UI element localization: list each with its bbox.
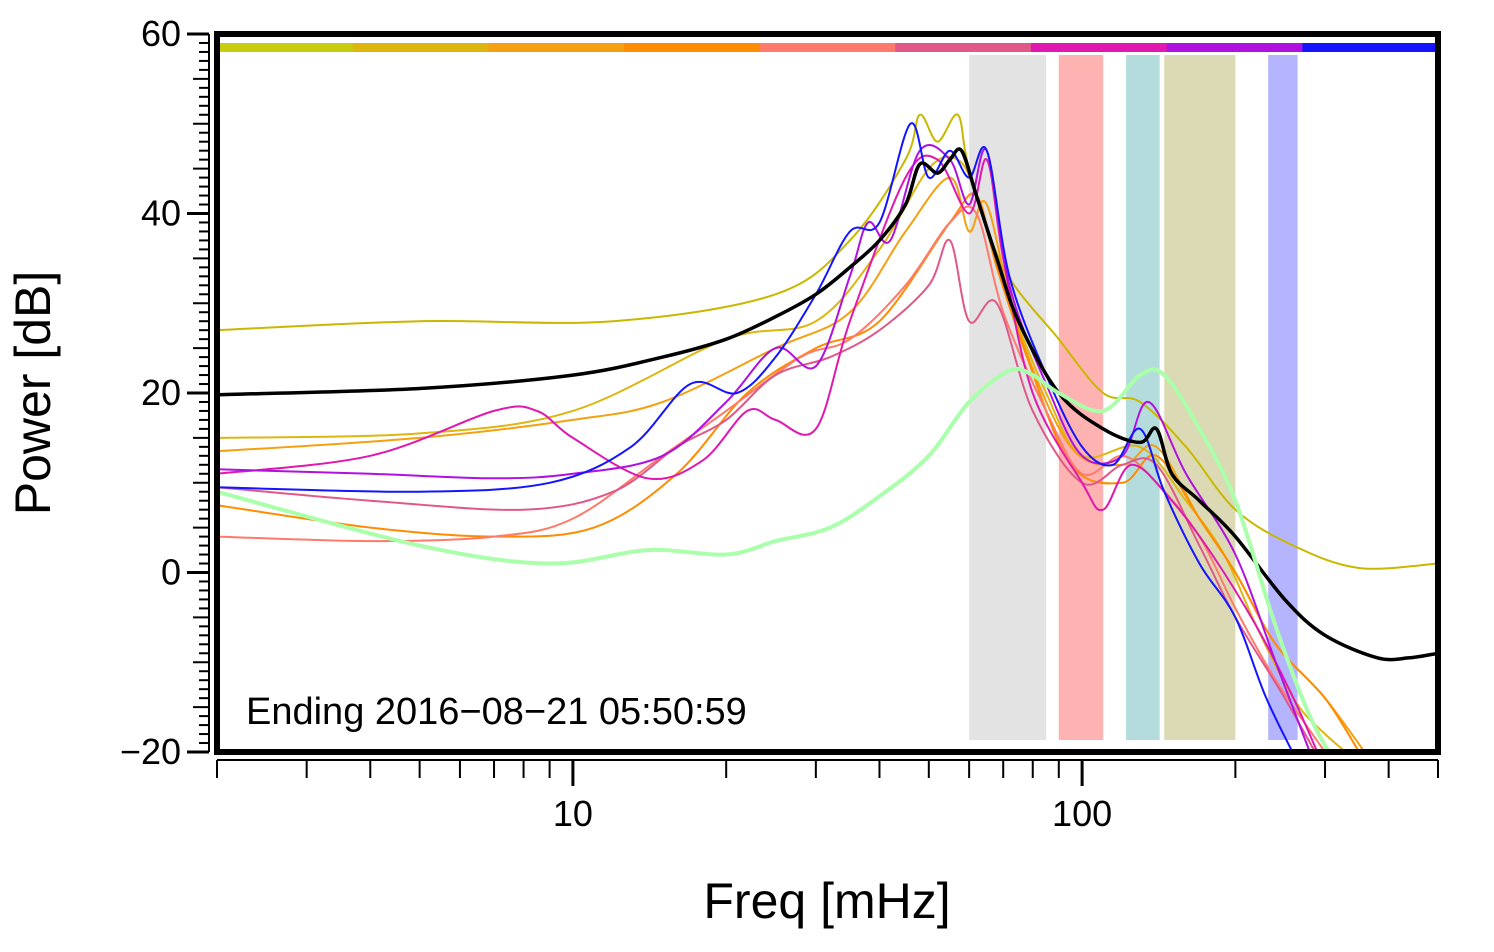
- color-bar-segment-3: [624, 43, 761, 52]
- x-axis-title: Freq [mHz]: [703, 873, 950, 929]
- series-line-9: [217, 147, 1438, 662]
- color-bar-segment-8: [1302, 43, 1439, 52]
- color-bar-segment-0: [217, 43, 354, 52]
- series-layer: [217, 113, 1438, 752]
- color-bar-segment-2: [488, 43, 625, 52]
- y-tick-label: 40: [141, 193, 181, 234]
- bands-layer: [969, 55, 1298, 740]
- color-bar-segment-6: [1031, 43, 1168, 52]
- y-axis: −20 0 20 40 60: [120, 13, 210, 772]
- x-tick-label: 10: [553, 793, 593, 834]
- series-line-6: [217, 154, 1319, 752]
- color-bar-segment-5: [895, 43, 1032, 52]
- x-axis: 10 100: [216, 759, 1439, 834]
- series-line-5: [217, 238, 1317, 752]
- y-tick-label: 0: [161, 552, 181, 593]
- series-line-10: [217, 366, 1331, 752]
- y-tick-label: 60: [141, 13, 181, 54]
- y-tick-label: −20: [120, 731, 181, 772]
- y-axis-title: Power [dB]: [5, 271, 61, 516]
- color-bar: [217, 43, 1439, 52]
- plot-frame: [214, 31, 1441, 755]
- series-line-7: [217, 144, 1311, 752]
- annotation-text: Ending 2016−08−21 05:50:59: [246, 691, 747, 733]
- color-bar-segment-4: [759, 43, 896, 52]
- band-4: [1268, 55, 1298, 740]
- y-tick-label: 20: [141, 372, 181, 413]
- color-bar-segment-7: [1166, 43, 1303, 52]
- x-tick-label: 100: [1052, 793, 1112, 834]
- series-line-8: [217, 122, 1294, 752]
- series-line-0: [217, 113, 1438, 570]
- band-3: [1164, 55, 1236, 740]
- color-bar-segment-1: [352, 43, 489, 52]
